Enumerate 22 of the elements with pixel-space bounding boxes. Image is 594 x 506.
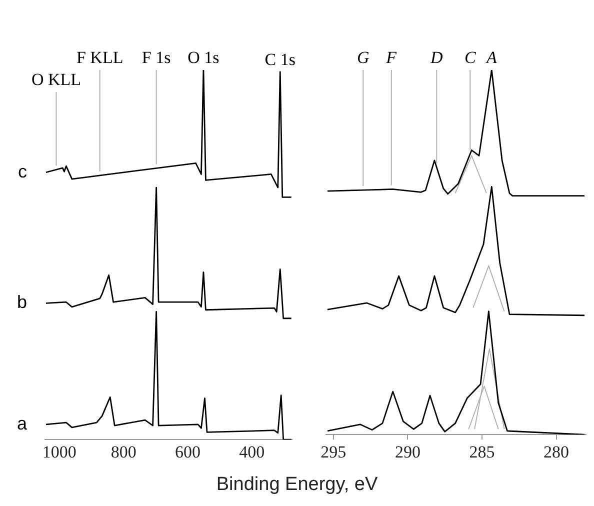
x-tick-label: 1000: [42, 442, 76, 462]
x-tick-label: 290: [394, 442, 420, 462]
x-tick-label: 400: [239, 442, 265, 462]
x-tick-label: 280: [544, 442, 570, 462]
series-label: a: [16, 413, 28, 434]
annotation: A: [485, 48, 498, 67]
ref-line-label: D: [430, 48, 444, 67]
x-tick-label: 285: [469, 442, 495, 462]
x-tick-label: 600: [174, 442, 200, 462]
annotation: C 1s: [264, 50, 296, 69]
ref-line-label: F: [385, 48, 398, 67]
ref-line-label: F KLL: [76, 48, 124, 67]
ref-line-label: F 1s: [142, 48, 171, 67]
x-axis-title: Binding Energy, eV: [215, 474, 379, 496]
x-tick-label: 800: [110, 442, 136, 462]
ref-line-label: O KLL: [31, 70, 82, 89]
annotation: O 1s: [188, 48, 220, 67]
series-label: c: [18, 161, 27, 182]
series-label: b: [16, 292, 27, 312]
x-tick-label: 295: [320, 442, 346, 462]
ref-line-label: G: [357, 48, 370, 67]
ref-line-label: C: [464, 48, 476, 67]
